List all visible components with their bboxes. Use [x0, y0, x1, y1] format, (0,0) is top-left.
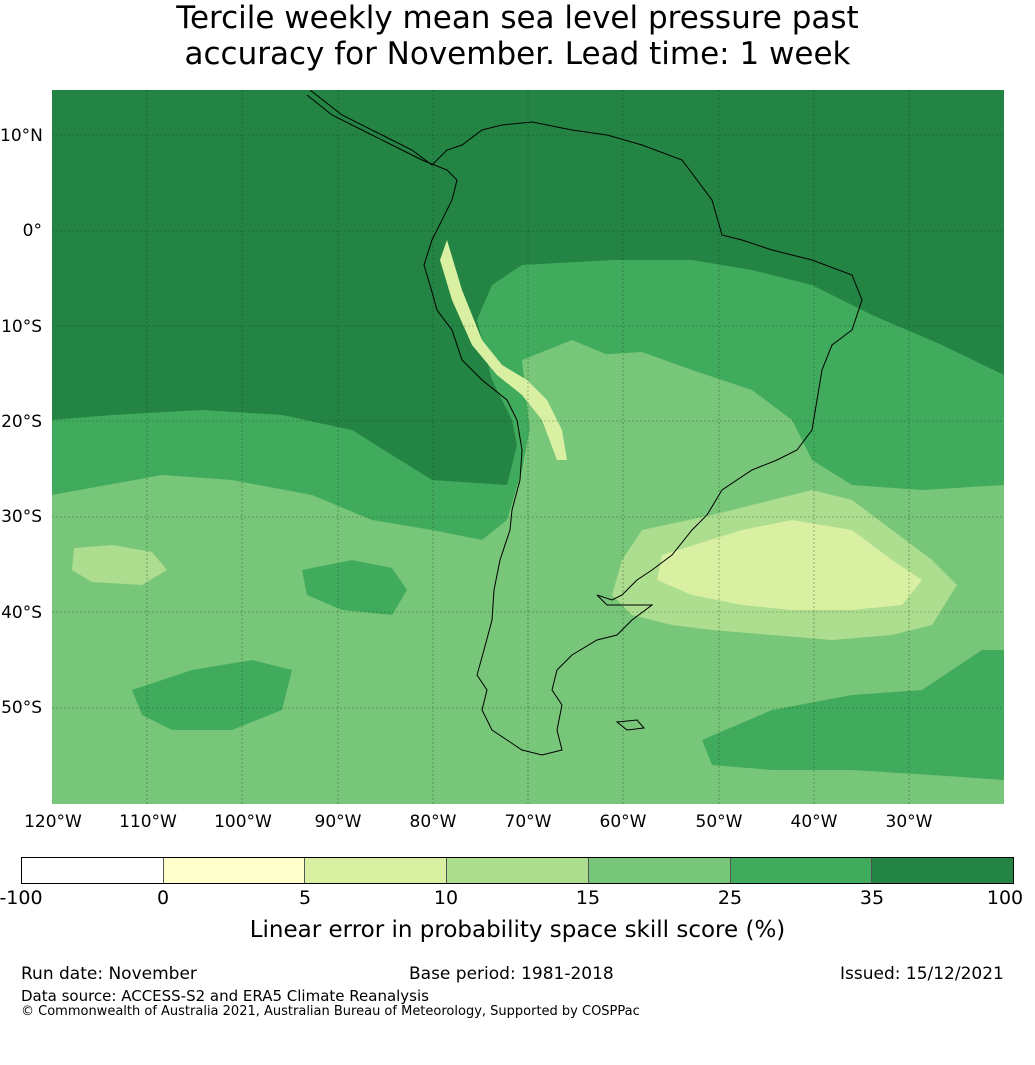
map-title: Tercile weekly mean sea level pressure p… [0, 0, 1035, 72]
colorbar-tick-100: 100 [986, 887, 1024, 909]
issued-date: Issued: 15/12/2021 [840, 964, 1004, 984]
colorbar-label: Linear error in probability space skill … [249, 917, 786, 943]
data-source: Data source: ACCESS-S2 and ERA5 Climate … [21, 987, 429, 1005]
region-25-35-south [702, 650, 1004, 780]
lat-label-10s: 10°S [1, 317, 42, 337]
lon-label-90w: 90°W [314, 812, 362, 832]
run-date: Run date: November [21, 964, 197, 984]
lat-label-0: 0° [22, 221, 42, 241]
lat-label-10n: 10°N [0, 126, 43, 146]
graticule [52, 90, 1004, 804]
lat-label-30s: 30°S [1, 507, 42, 527]
colorbar-tick-15: 15 [575, 887, 601, 909]
colorbar-tick-5: 5 [298, 887, 312, 909]
colorbar-tick-m100: -100 [0, 887, 43, 909]
coastline-south-america [306, 90, 863, 756]
colorbar-tick-10: 10 [433, 887, 459, 909]
region-25-35-southwest [132, 660, 292, 730]
region-5-10 [657, 520, 922, 610]
colorbar-tick-35: 35 [859, 887, 885, 909]
colorbar [21, 857, 1014, 884]
title-line-1: Tercile weekly mean sea level pressure p… [176, 0, 859, 36]
lon-label-70w: 70°W [504, 812, 552, 832]
title-line-2: accuracy for November. Lead time: 1 week [184, 36, 851, 72]
lon-label-60w: 60°W [599, 812, 647, 832]
region-andes [440, 240, 567, 460]
colorbar-seg-0 [22, 858, 164, 883]
coastline-falklands [615, 719, 646, 731]
colorbar-tick-0: 0 [156, 887, 170, 909]
lon-label-30w: 30°W [885, 812, 933, 832]
lon-label-100w: 100°W [214, 812, 272, 832]
lat-label-20s: 20°S [1, 412, 42, 432]
lon-label-120w: 120°W [24, 812, 82, 832]
lon-label-80w: 80°W [409, 812, 457, 832]
lon-label-40w: 40°W [790, 812, 838, 832]
colorbar-tick-25: 25 [717, 887, 743, 909]
region-35-100 [52, 90, 1004, 485]
colorbar-seg-4 [588, 858, 731, 883]
colorbar-seg-3 [447, 858, 589, 883]
lon-label-110w: 110°W [119, 812, 177, 832]
copyright: © Commonwealth of Australia 2021, Austra… [21, 1004, 640, 1019]
colorbar-seg-1 [163, 858, 306, 883]
lat-label-40s: 40°S [1, 603, 42, 623]
region-25-35-mid [302, 560, 407, 615]
region-10-15-west [72, 545, 167, 585]
skill-score-map [52, 90, 1004, 804]
colorbar-seg-6 [872, 858, 1014, 883]
base-period: Base period: 1981-2018 [409, 964, 614, 984]
lat-label-50s: 50°S [1, 698, 42, 718]
region-15-25-interior [522, 340, 792, 590]
colorbar-seg-5 [730, 858, 873, 883]
colorbar-seg-2 [305, 858, 448, 883]
lon-label-50w: 50°W [695, 812, 743, 832]
